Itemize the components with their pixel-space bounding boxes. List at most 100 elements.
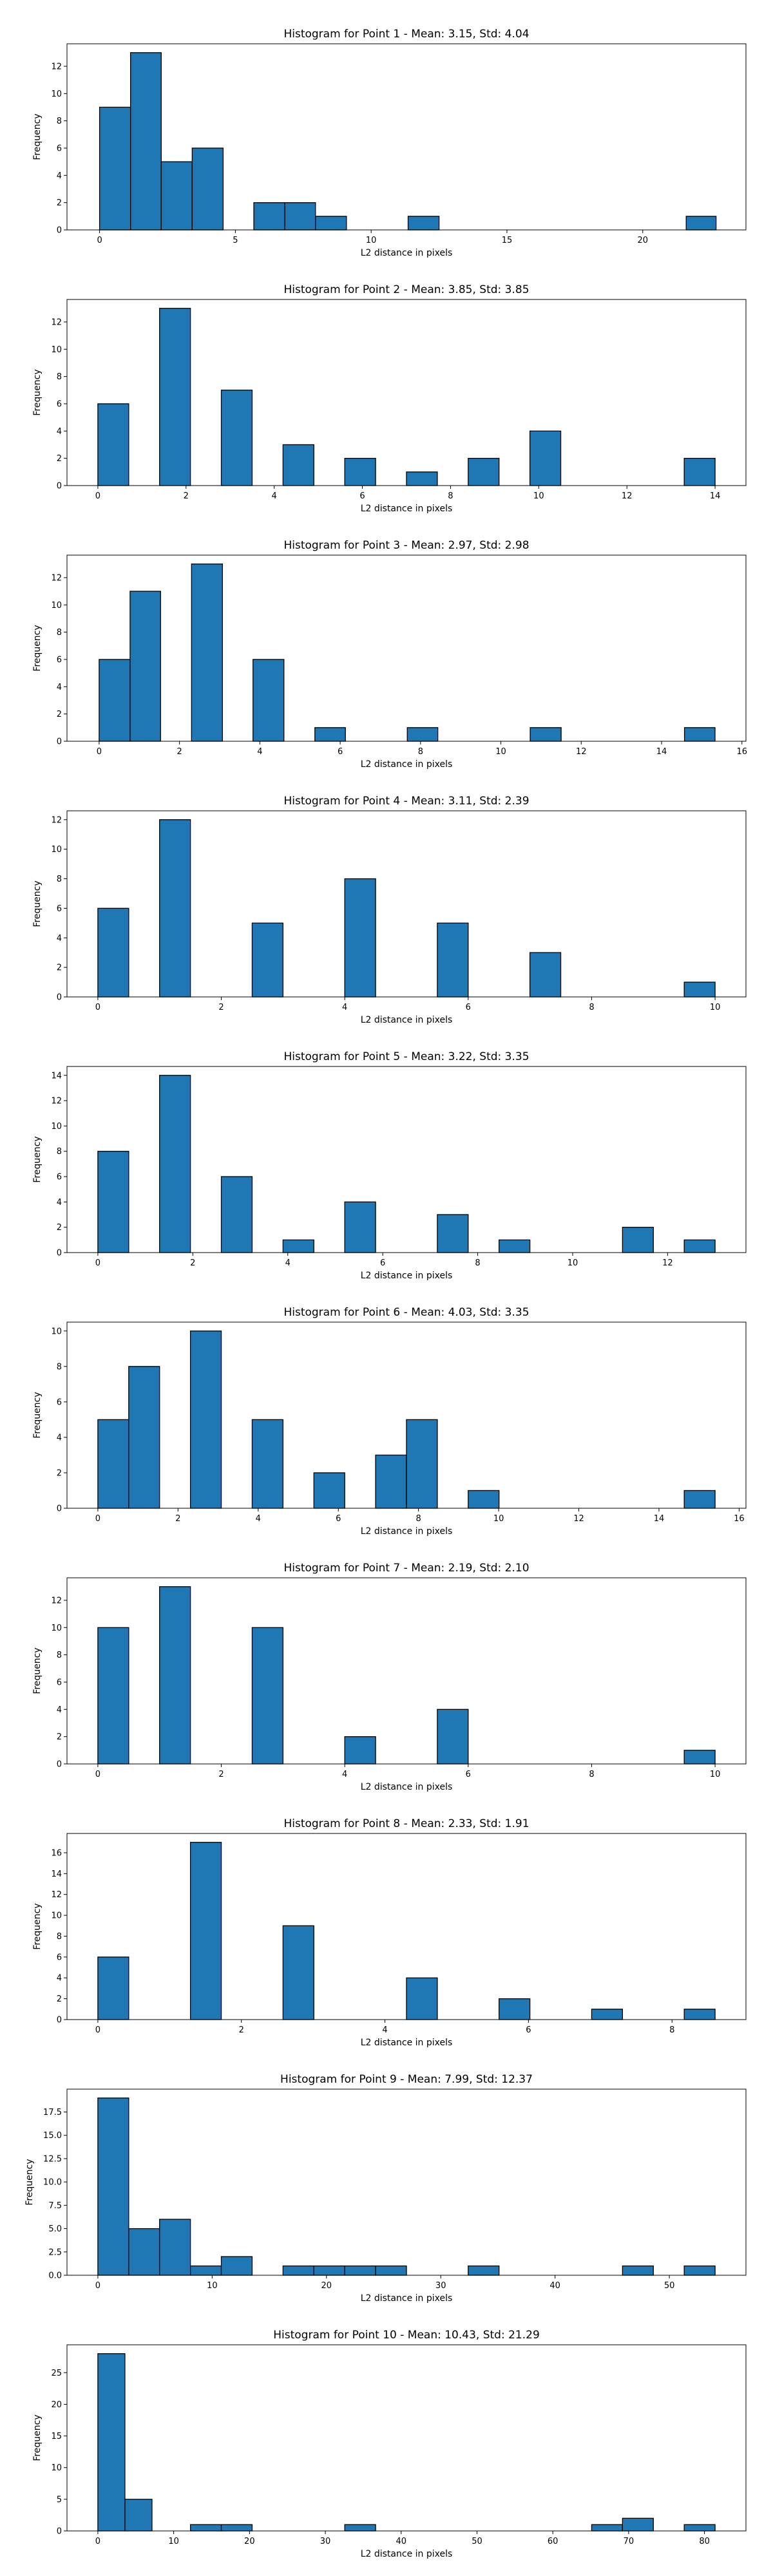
y-tick-label: 10 bbox=[51, 845, 62, 855]
plot-frame bbox=[66, 1066, 747, 1253]
y-axis-label: Frequency bbox=[32, 1392, 43, 1438]
y-tick-label: 0 bbox=[57, 2527, 62, 2537]
x-tick-label: 2 bbox=[175, 1514, 180, 1524]
histogram-bar bbox=[437, 1214, 469, 1253]
y-tick-label: 6 bbox=[57, 1678, 62, 1687]
y-tick-label: 0 bbox=[57, 737, 62, 747]
x-axis: 0 2 4 6 8 10 L2 distance in pixels bbox=[95, 1764, 720, 1792]
x-axis: 0 2 4 6 8 10 12 14 16 L2 distance in pixels bbox=[95, 1508, 745, 1537]
y-tick-label: 0.0 bbox=[48, 2271, 62, 2281]
histogram-bar bbox=[282, 1925, 314, 2020]
x-tick-label: 6 bbox=[338, 747, 343, 757]
y-tick-label: 5 bbox=[57, 2495, 62, 2505]
histogram-bar bbox=[375, 1454, 407, 1509]
y-tick-label: 12.5 bbox=[43, 2154, 62, 2164]
y-tick-label: 25 bbox=[51, 2369, 62, 2378]
x-tick-label: 8 bbox=[418, 747, 423, 757]
x-tick-label: 80 bbox=[699, 2537, 710, 2546]
plot-frame bbox=[66, 554, 747, 742]
y-tick-label: 4 bbox=[57, 1198, 62, 1208]
chart-title: Histogram for Point 3 - Mean: 2.97, Std:… bbox=[283, 539, 529, 552]
y-tick-label: 0 bbox=[57, 226, 62, 236]
x-tick-label: 30 bbox=[320, 2537, 331, 2546]
histogram-point-3: Histogram for Point 3 - Mean: 2.97, Std:… bbox=[32, 539, 747, 770]
y-tick-label: 10 bbox=[51, 601, 62, 611]
x-tick-label: 6 bbox=[466, 1003, 471, 1012]
y-tick-label: 2 bbox=[57, 710, 62, 719]
x-tick-label: 0 bbox=[95, 1514, 100, 1524]
histogram-bar bbox=[683, 458, 716, 486]
chart-title: Histogram for Point 8 - Mean: 2.33, Std:… bbox=[283, 1817, 529, 1830]
y-axis-label: Frequency bbox=[32, 625, 43, 671]
x-axis-label: L2 distance in pixels bbox=[361, 1526, 453, 1537]
y-tick-label: 4 bbox=[57, 171, 62, 181]
x-tick-label: 4 bbox=[257, 747, 262, 757]
y-axis-label: Frequency bbox=[32, 369, 43, 415]
x-tick-label: 6 bbox=[359, 491, 365, 501]
y-tick-label: 2 bbox=[57, 963, 62, 973]
y-tick-label: 6 bbox=[57, 1953, 62, 1962]
y-tick-label: 12 bbox=[51, 815, 62, 825]
histogram-bar bbox=[159, 1075, 191, 1253]
x-axis-label: L2 distance in pixels bbox=[361, 1271, 453, 1281]
histogram-bar bbox=[128, 1366, 160, 1509]
y-tick-label: 8 bbox=[57, 1651, 62, 1660]
histogram-bar bbox=[407, 216, 440, 231]
histogram-bars bbox=[99, 564, 716, 742]
x-tick-label: 20 bbox=[244, 2537, 255, 2546]
histogram-bar bbox=[683, 1239, 716, 1253]
y-tick-label: 10 bbox=[51, 1327, 62, 1336]
histogram-point-7: Histogram for Point 7 - Mean: 2.19, Std:… bbox=[32, 1562, 747, 1792]
x-tick-label: 0 bbox=[95, 2025, 100, 2035]
x-axis-label: L2 distance in pixels bbox=[361, 504, 453, 514]
histogram-point-2: Histogram for Point 2 - Mean: 3.85, Std:… bbox=[32, 283, 747, 514]
y-tick-label: 6 bbox=[57, 1173, 62, 1182]
chart-title: Histogram for Point 10 - Mean: 10.43, St… bbox=[273, 2329, 540, 2342]
histogram-bar bbox=[406, 471, 438, 486]
plot-frame bbox=[66, 1577, 747, 1765]
y-tick-label: 12 bbox=[51, 1596, 62, 1605]
histogram-bar bbox=[315, 216, 347, 231]
histogram-bar bbox=[529, 430, 562, 486]
histogram-bar bbox=[159, 2219, 191, 2276]
x-tick-label: 10 bbox=[366, 236, 377, 245]
plot-frame bbox=[66, 43, 747, 231]
histogram-bar bbox=[683, 1490, 716, 1509]
histogram-bar bbox=[130, 52, 162, 231]
histogram-bar bbox=[468, 458, 500, 486]
x-tick-label: 30 bbox=[435, 2281, 446, 2291]
histogram-bar bbox=[97, 2098, 129, 2276]
x-tick-label: 8 bbox=[416, 1514, 421, 1524]
y-axis: 0 2 4 6 8 10 12 Frequency bbox=[32, 1596, 67, 1770]
x-tick-label: 10 bbox=[533, 491, 544, 501]
x-tick-label: 6 bbox=[466, 1770, 471, 1779]
x-tick-label: 2 bbox=[190, 1258, 195, 1268]
histogram-point-4: Histogram for Point 4 - Mean: 3.11, Std:… bbox=[32, 795, 747, 1025]
y-tick-label: 7.5 bbox=[48, 2201, 62, 2211]
x-tick-label: 50 bbox=[472, 2537, 482, 2546]
y-axis: 0 2 4 6 8 10 12 Frequency bbox=[32, 815, 67, 1003]
histogram-bar bbox=[128, 2228, 160, 2276]
x-tick-label: 0 bbox=[95, 2281, 100, 2291]
x-tick-label: 10 bbox=[495, 747, 506, 757]
x-tick-label: 0 bbox=[95, 1258, 100, 1268]
histogram-bar bbox=[468, 1490, 500, 1509]
histogram-bar bbox=[97, 1151, 129, 1253]
x-axis-label: L2 distance in pixels bbox=[361, 2038, 453, 2048]
y-axis-label: Frequency bbox=[32, 2414, 43, 2461]
y-tick-label: 0 bbox=[57, 482, 62, 491]
histogram-bar bbox=[282, 444, 314, 486]
y-tick-label: 14 bbox=[51, 1071, 62, 1081]
histogram-bar bbox=[97, 2353, 126, 2532]
x-axis: 0 2 4 6 8 10 12 14 16 L2 distance in pixels bbox=[97, 741, 747, 770]
y-tick-label: 10 bbox=[51, 1122, 62, 1132]
x-axis: 0 10 20 30 40 50 L2 distance in pixels bbox=[95, 2275, 674, 2304]
y-tick-label: 8 bbox=[57, 875, 62, 884]
x-tick-label: 2 bbox=[218, 1770, 224, 1779]
y-tick-label: 8 bbox=[57, 117, 62, 126]
plot-frame bbox=[66, 1833, 747, 2020]
x-tick-label: 14 bbox=[710, 491, 721, 501]
histogram-bar bbox=[97, 907, 129, 998]
y-tick-label: 2 bbox=[57, 1732, 62, 1742]
y-axis: 0 2 4 6 8 10 12 Frequency bbox=[32, 573, 67, 747]
